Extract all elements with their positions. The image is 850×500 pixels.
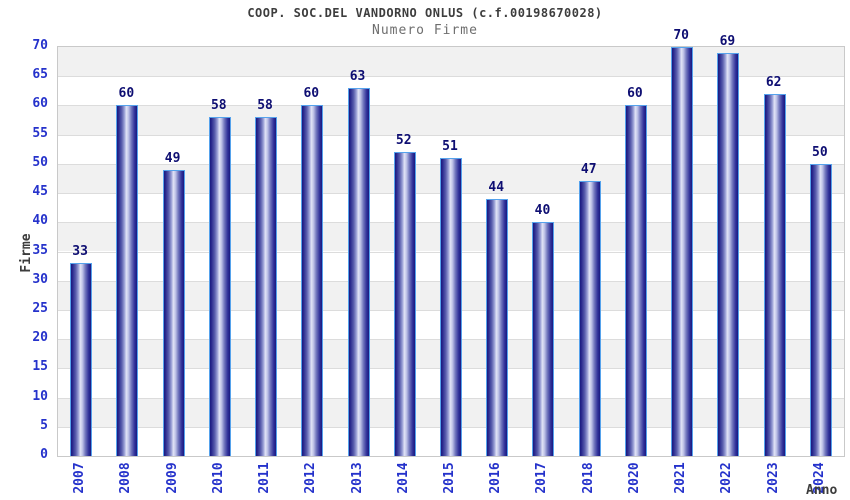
y-tick-label: 45: [32, 184, 48, 200]
x-tick-label: 2022: [719, 462, 735, 494]
x-tick-label: 2014: [395, 462, 411, 494]
bar-value-label: 33: [72, 244, 88, 260]
bar-value-label: 60: [303, 86, 320, 102]
bar-value-label: 60: [118, 86, 135, 102]
x-tick-label: 2023: [765, 462, 781, 494]
bar: [486, 198, 509, 456]
bar: [717, 52, 740, 456]
x-tick-label: 2010: [210, 462, 226, 494]
chart-title: COOP. SOC.DEL VANDORNO ONLUS (c.f.001986…: [247, 6, 603, 20]
plot-band: [58, 76, 844, 106]
y-tick-label: 65: [32, 67, 48, 83]
bar: [255, 117, 278, 456]
y-tick-label: 40: [32, 213, 48, 229]
gridline: [58, 105, 844, 107]
x-axis-title: Anno: [806, 483, 838, 498]
bar-value-label: 49: [164, 150, 181, 166]
y-tick-label: 0: [40, 447, 48, 462]
bar-value-label: 58: [257, 98, 273, 114]
bar-value-label: 52: [395, 133, 412, 149]
y-tick-label: 30: [32, 271, 48, 287]
x-tick-label: 2021: [673, 462, 689, 494]
bar: [809, 163, 832, 456]
x-tick-label: 2011: [257, 462, 273, 494]
bar: [393, 152, 416, 456]
y-tick-label: 10: [32, 388, 48, 404]
y-tick-label: 15: [32, 359, 48, 375]
bar-value-label: 69: [719, 33, 736, 49]
y-tick-label: 35: [32, 242, 48, 258]
x-tick-label: 2017: [534, 462, 550, 494]
bar-value-label: 62: [765, 74, 782, 90]
y-tick-label: 55: [32, 125, 48, 141]
bar-value-label: 60: [627, 86, 643, 102]
bar-value-label: 44: [488, 179, 505, 195]
bar: [578, 181, 601, 456]
bar: [301, 105, 324, 456]
bar: [624, 105, 647, 456]
x-tick-label: 2013: [349, 462, 365, 494]
y-tick-label: 5: [40, 417, 48, 433]
plot-area: [57, 46, 845, 457]
bar: [162, 169, 185, 456]
x-tick-label: 2016: [488, 462, 504, 494]
x-tick-label: 2020: [626, 462, 642, 494]
bar: [671, 47, 694, 456]
bar: [208, 117, 231, 456]
y-tick-label: 25: [32, 300, 48, 316]
bar-value-label: 51: [442, 139, 458, 154]
x-tick-label: 2018: [580, 462, 596, 494]
bar-value-label: 40: [534, 203, 551, 219]
bar: [116, 105, 139, 456]
bar: [763, 93, 786, 456]
bar-value-label: 50: [812, 144, 828, 160]
x-tick-label: 2012: [303, 462, 319, 494]
x-tick-label: 2015: [442, 462, 457, 494]
bar-value-label: 63: [349, 68, 366, 84]
gridline: [58, 134, 844, 136]
y-tick-label: 50: [32, 154, 48, 170]
bar: [70, 263, 93, 456]
x-tick-label: 2009: [164, 462, 180, 494]
y-tick-label: 60: [32, 96, 48, 112]
plot-band: [58, 105, 844, 135]
bar-value-label: 47: [580, 162, 597, 178]
x-tick-label: 2008: [118, 462, 134, 494]
bar: [532, 222, 555, 456]
y-tick-label: 70: [32, 38, 48, 53]
bar-value-label: 58: [210, 98, 227, 114]
bar: [440, 158, 462, 456]
x-tick-label: 2007: [72, 462, 88, 494]
bar: [347, 87, 370, 456]
plot-band: [58, 47, 844, 77]
gridline: [58, 76, 844, 78]
bar-value-label: 70: [673, 28, 689, 43]
y-tick-label: 20: [32, 330, 48, 346]
chart-subtitle: Numero Firme: [372, 23, 478, 38]
